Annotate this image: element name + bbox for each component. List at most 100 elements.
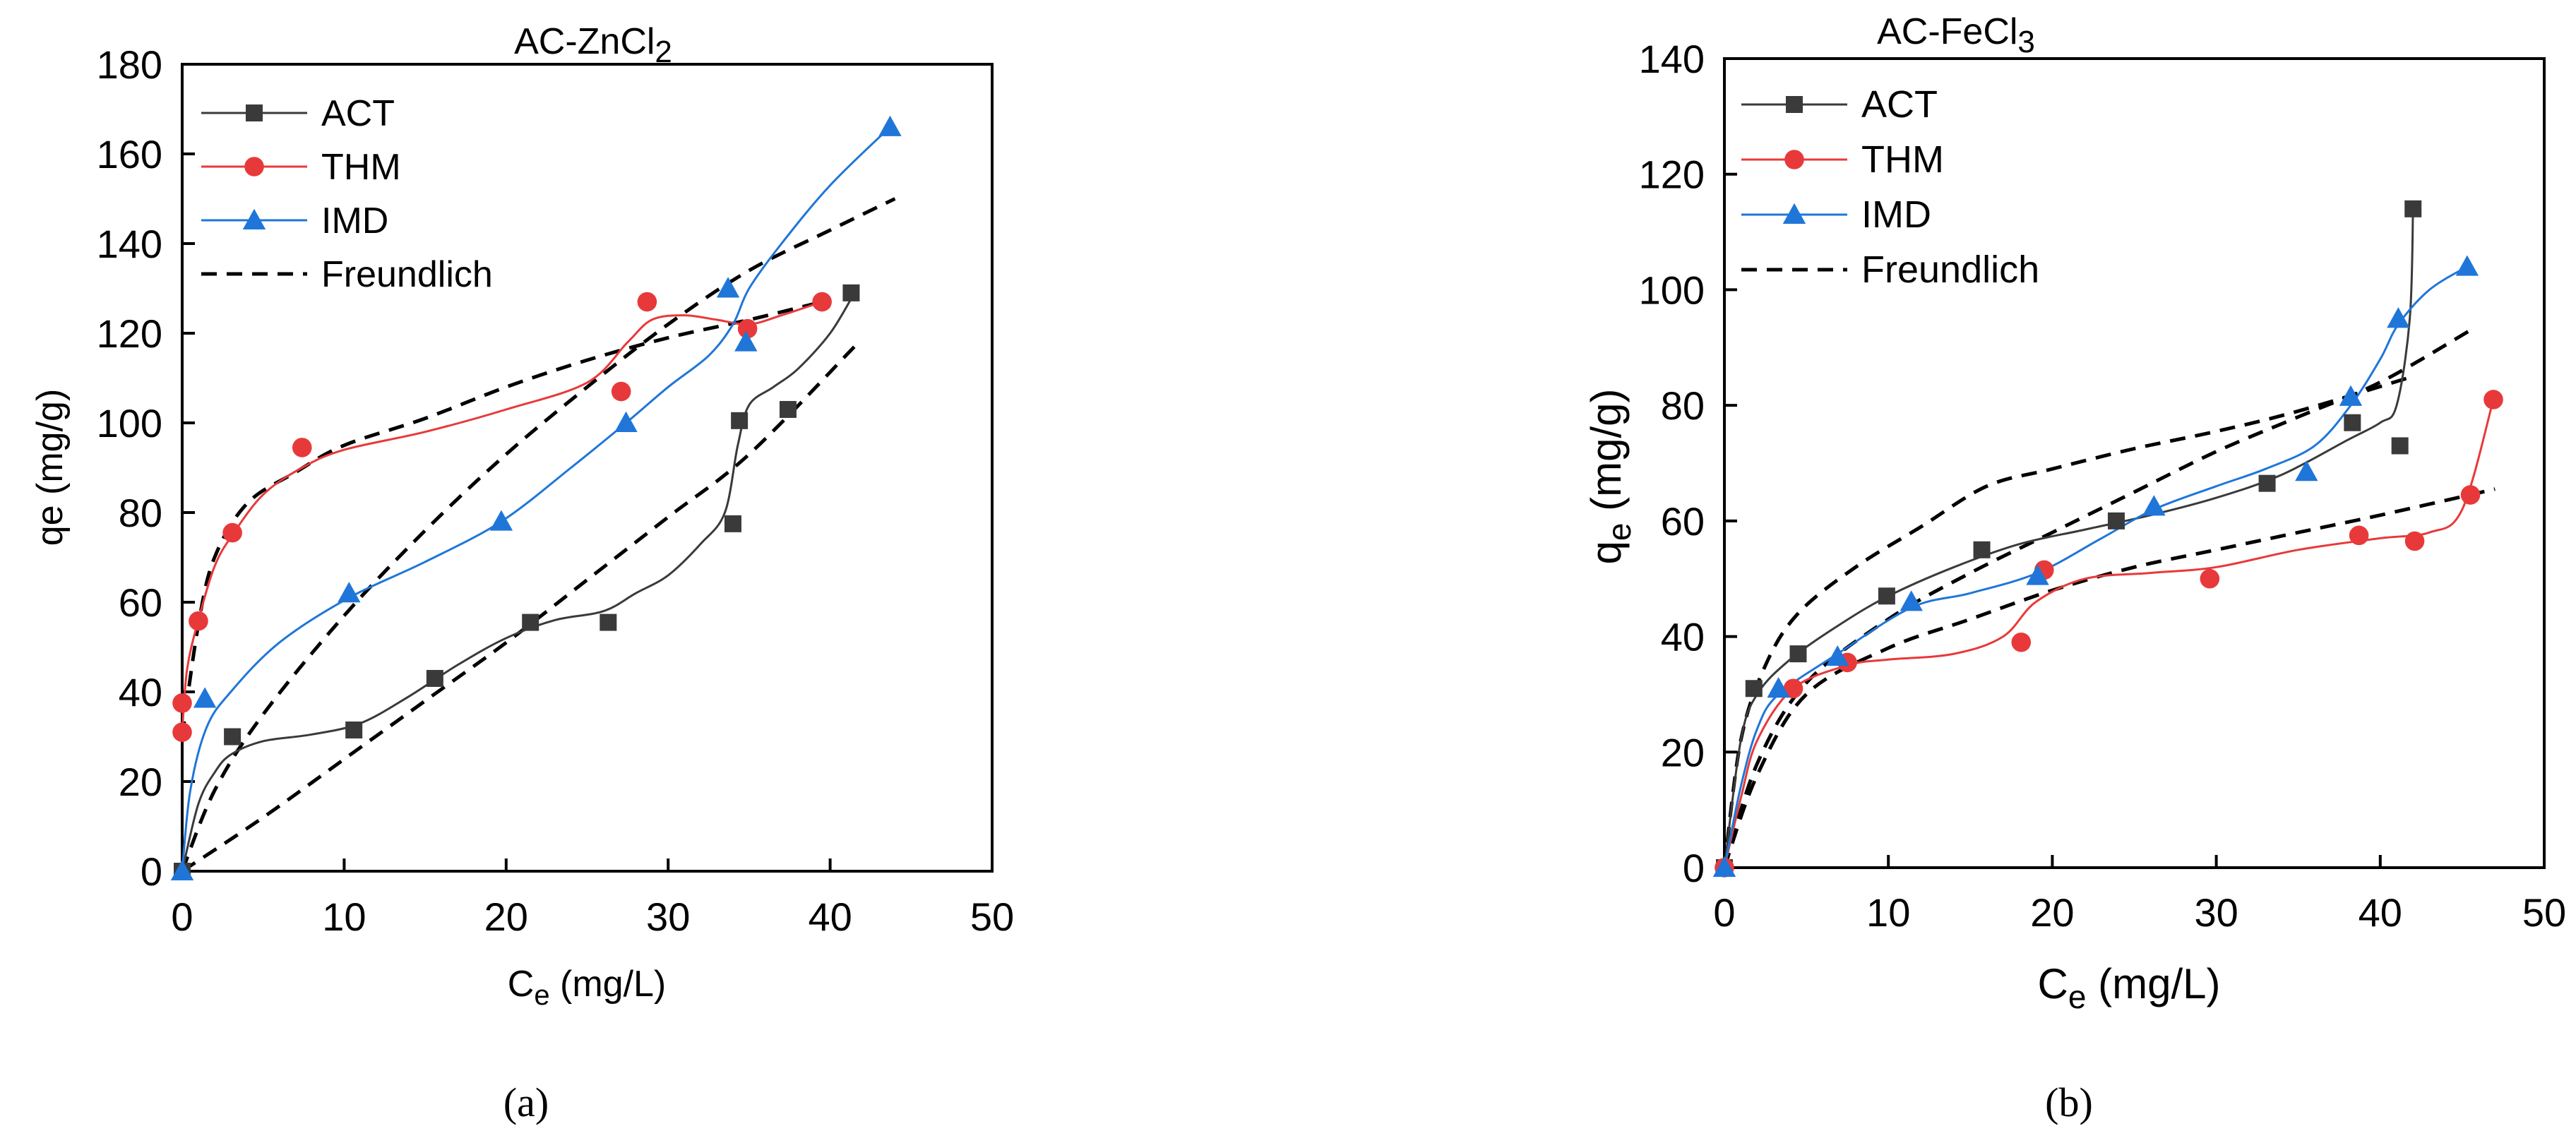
act-point: [1878, 587, 1895, 605]
freundlich-line: [180, 300, 823, 737]
x-tick-label: 0: [1713, 890, 1735, 935]
y-tick-label: 100: [1639, 268, 1705, 312]
act-point: [1745, 680, 1763, 698]
y-axis-label: qe (mg/g): [30, 389, 71, 546]
thm-point: [292, 438, 312, 457]
act-curve: [181, 292, 856, 872]
series-points: [170, 115, 902, 880]
imd-point: [614, 411, 638, 432]
x-tick-label: 40: [2359, 890, 2402, 935]
y-axis: 0 20 40 60 80 100 120 140 160 180: [97, 42, 195, 894]
y-tick-label: 80: [1661, 383, 1705, 428]
thm-point: [172, 693, 192, 713]
chart-title: AC-ZnCl2: [514, 21, 672, 69]
y-tick-label: 100: [97, 401, 162, 445]
imd-point: [2026, 564, 2049, 585]
freundlich-line: [181, 345, 856, 873]
y-tick-label: 40: [1661, 615, 1705, 659]
y-tick-label: 140: [97, 222, 162, 266]
act-point: [842, 284, 860, 301]
imd-point: [1712, 856, 1736, 877]
imd-point: [734, 330, 758, 352]
freundlich-line: [1722, 487, 2496, 868]
thm-point: [812, 292, 832, 312]
x-tick-label: 10: [322, 894, 366, 939]
x-tick-label: 20: [484, 894, 528, 939]
series-curves: [1723, 208, 2495, 868]
act-point: [2258, 474, 2276, 492]
act-point: [224, 728, 242, 746]
thm-point: [737, 318, 758, 339]
legend-marker-imd: [242, 208, 266, 229]
imd-point: [170, 859, 194, 880]
series-curves: [181, 126, 891, 872]
imd-curve: [1723, 265, 2468, 868]
legend-label-imd: IMD: [321, 201, 388, 241]
imd-point: [2387, 307, 2410, 328]
act-point: [2391, 437, 2409, 455]
legend-label-act: ACT: [1861, 83, 1938, 126]
imd-curve: [181, 126, 891, 872]
thm-point: [2404, 531, 2425, 551]
thm-point: [2349, 525, 2369, 546]
plot-frame: [1723, 57, 2546, 869]
y-tick-label: 60: [1661, 499, 1705, 544]
legend-label-imd: IMD: [1861, 193, 1931, 236]
act-point: [1789, 645, 1807, 663]
y-axis: 0 20 40 60 80 100 120 140: [1639, 37, 1737, 890]
act-point: [2107, 512, 2125, 529]
act-point: [779, 400, 797, 418]
thm-point: [189, 611, 208, 631]
act-point: [345, 721, 363, 738]
x-tick-label: 10: [1866, 890, 1910, 935]
thm-point: [2460, 485, 2481, 505]
imd-point: [489, 510, 513, 531]
thm-point: [2483, 390, 2503, 409]
act-point: [1973, 541, 1991, 558]
y-tick-label: 60: [119, 580, 162, 625]
legend-marker-act: [246, 104, 263, 121]
chart-ac-fecl3: AC-FeCl3 0 10 20 30 40 50 020406080100120140 …: [1582, 11, 2566, 1125]
imd-point: [878, 115, 902, 136]
freundlich-fits: [180, 197, 896, 873]
legend: ACT THM IMD Freundlich: [1741, 83, 2039, 291]
act-point: [2344, 414, 2361, 431]
legend-label-freundlich: Freundlich: [321, 254, 493, 295]
freundlich-line: [1722, 328, 2471, 868]
x-tick-label: 50: [2522, 890, 2566, 935]
thm-point: [2011, 632, 2032, 652]
thm-point: [172, 722, 192, 742]
y-tick-label: 120: [1639, 152, 1705, 197]
chart-ac-zncl2: AC-ZnCl2 0 10 20 30 40 50 0 20 40 60 80 100 120 140 1…: [30, 21, 1014, 1125]
act-point: [600, 614, 617, 631]
freundlich-fits: [1722, 328, 2496, 868]
imd-point: [193, 687, 217, 708]
chart-title: AC-FeCl3: [1877, 11, 2035, 59]
legend-marker-thm: [1784, 150, 1804, 169]
imd-point: [2339, 385, 2363, 406]
legend: ACT THM IMD Freundlich: [201, 93, 493, 295]
imd-point: [1826, 645, 1849, 666]
y-tick-label: 20: [119, 760, 162, 804]
y-tick-label: 180: [97, 42, 162, 87]
act-curve: [1723, 208, 2414, 868]
imd-point: [338, 582, 361, 603]
thm-point: [2200, 568, 2220, 589]
imd-point: [2142, 495, 2166, 516]
legend-label-thm: THM: [321, 147, 401, 188]
act-point: [731, 412, 749, 429]
thm-point: [222, 522, 242, 543]
y-axis-label: qe (mg/g): [1582, 389, 1638, 565]
thm-point: [611, 381, 631, 402]
legend-label-freundlich: Freundlich: [1861, 249, 2039, 291]
act-point: [2404, 200, 2422, 217]
x-tick-label: 20: [2030, 890, 2074, 935]
act-point: [724, 515, 741, 532]
x-axis: 0 10 20 30 40 50: [171, 858, 1014, 939]
legend-label-thm: THM: [1861, 138, 1944, 181]
imd-point: [2295, 460, 2318, 481]
y-tick-label: 0: [1683, 846, 1705, 890]
x-axis: 0 10 20 30 40 50: [1713, 855, 2566, 935]
legend-marker-thm: [244, 157, 264, 176]
